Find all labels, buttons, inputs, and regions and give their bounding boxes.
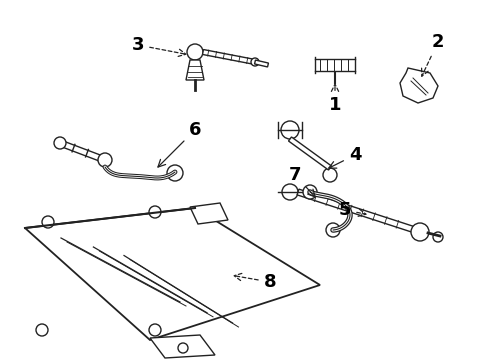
Polygon shape [59,140,106,163]
Polygon shape [254,60,269,67]
Circle shape [187,44,203,60]
Circle shape [178,343,188,353]
Circle shape [54,137,66,149]
Polygon shape [297,189,416,233]
Polygon shape [400,68,438,103]
Circle shape [303,185,317,199]
Text: 7: 7 [289,166,315,197]
Circle shape [149,206,161,218]
Text: 1: 1 [329,84,341,114]
Circle shape [433,232,443,242]
Circle shape [281,121,299,139]
Circle shape [323,168,337,182]
Polygon shape [25,208,320,340]
Circle shape [36,324,48,336]
Text: 2: 2 [421,33,444,76]
Circle shape [98,153,112,167]
Polygon shape [202,50,255,64]
Text: 5: 5 [339,201,366,219]
Circle shape [282,184,298,200]
Circle shape [326,223,340,237]
Circle shape [42,216,54,228]
Circle shape [149,324,161,336]
Polygon shape [289,137,331,170]
Text: 8: 8 [234,273,276,291]
Polygon shape [190,203,228,224]
Circle shape [411,223,429,241]
Polygon shape [150,335,215,358]
Circle shape [251,58,259,66]
Text: 4: 4 [329,146,361,168]
Text: 6: 6 [158,121,201,167]
Circle shape [167,165,183,181]
Polygon shape [186,60,204,80]
Text: 3: 3 [132,36,186,57]
